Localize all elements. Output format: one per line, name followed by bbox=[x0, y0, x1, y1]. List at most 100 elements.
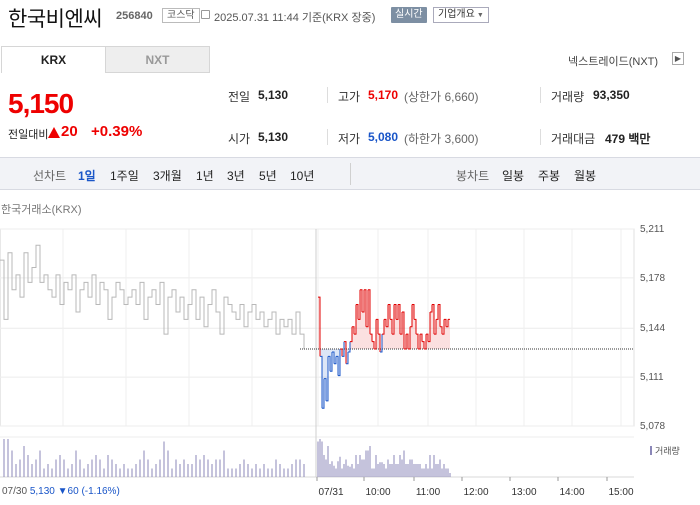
series-today-down bbox=[320, 355, 323, 409]
volume-value: 93,350 bbox=[593, 88, 630, 102]
trade-amount-value: 479 백만 bbox=[605, 132, 651, 146]
series-today-up bbox=[352, 326, 355, 335]
period-1d[interactable]: 1일 bbox=[78, 169, 96, 183]
fill-up bbox=[426, 334, 428, 349]
fill-up bbox=[410, 326, 412, 349]
up-triangle-icon bbox=[48, 127, 60, 138]
series-today-up bbox=[344, 341, 347, 364]
period-5y[interactable]: 5년 bbox=[259, 169, 277, 183]
series-today-up bbox=[374, 319, 377, 350]
series-today-up bbox=[400, 311, 403, 335]
low-label: 저가 bbox=[338, 132, 361, 146]
candle-monthly[interactable]: 월봉 bbox=[574, 169, 597, 183]
series-today-up bbox=[378, 333, 381, 352]
period-10y[interactable]: 10년 bbox=[290, 169, 315, 183]
series-today-up bbox=[360, 289, 363, 312]
series-today-up bbox=[398, 304, 401, 335]
company-info-button[interactable]: 기업개요 ▼ bbox=[433, 7, 489, 23]
fill-up bbox=[370, 334, 372, 349]
stock-code: 256840 bbox=[116, 10, 153, 22]
intraday-price-chart[interactable]: 5,211 5,178 5,144 5,111 5,078 07/31 10:00 11:0… bbox=[0, 215, 700, 505]
fill-up bbox=[352, 326, 354, 349]
fill-down bbox=[322, 348, 324, 409]
prev-close: 5,130 bbox=[29, 486, 55, 497]
fill-up bbox=[406, 334, 408, 349]
period-1w[interactable]: 1주일 bbox=[110, 169, 139, 183]
fill-up bbox=[438, 304, 440, 349]
stat-divider bbox=[327, 87, 328, 103]
fill-down bbox=[332, 348, 334, 352]
series-today-up bbox=[340, 348, 343, 357]
realtime-button[interactable]: 실시간 bbox=[391, 7, 427, 23]
volume-bars bbox=[3, 439, 451, 477]
fill-up bbox=[364, 289, 366, 349]
fill-up bbox=[354, 334, 356, 349]
chart-period-bar: 선차트 1일 1주일 3개월 1년 3년 5년 10년 봉차트 일봉 주봉 월봉 bbox=[0, 157, 700, 190]
stock-name: 한국비엔씨 bbox=[8, 8, 103, 31]
series-today-up bbox=[364, 289, 367, 327]
series-today-up bbox=[410, 304, 413, 328]
candle-weekly[interactable]: 주봉 bbox=[538, 169, 561, 183]
series-today-up bbox=[408, 326, 411, 350]
fill-up bbox=[368, 289, 370, 349]
series-today-up bbox=[354, 304, 357, 335]
fill-down bbox=[338, 348, 340, 376]
x-tick-label: 13:00 bbox=[511, 487, 536, 498]
fill-up bbox=[436, 319, 438, 349]
fill-up bbox=[412, 304, 414, 349]
nxt-link[interactable]: 넥스트레이드(NXT) bbox=[568, 56, 659, 68]
series-today-up bbox=[422, 341, 425, 349]
fill-down bbox=[328, 348, 330, 357]
fill-up bbox=[448, 319, 450, 349]
candle-daily[interactable]: 일봉 bbox=[502, 169, 525, 183]
stat-divider bbox=[540, 129, 541, 145]
series-today-down bbox=[332, 351, 335, 364]
fill-down bbox=[324, 348, 326, 379]
period-1y[interactable]: 1년 bbox=[196, 169, 214, 183]
series-today-up bbox=[368, 289, 371, 335]
fill-up bbox=[360, 289, 362, 349]
fill-down bbox=[342, 348, 344, 357]
period-3y[interactable]: 3년 bbox=[227, 169, 245, 183]
series-today-up bbox=[350, 326, 353, 343]
company-info-label: 기업개요 bbox=[438, 9, 475, 20]
series-today-up bbox=[362, 289, 365, 313]
series-today-down bbox=[328, 355, 331, 372]
series-today-up bbox=[416, 333, 419, 349]
series-today-down bbox=[336, 355, 339, 376]
volume-legend-label: 거래량 bbox=[655, 446, 680, 456]
fill-up bbox=[428, 341, 430, 349]
chart-source-label: 한국거래소(KRX) bbox=[1, 204, 82, 216]
fill-up bbox=[432, 304, 434, 349]
series-today-up bbox=[424, 334, 427, 350]
fill-up bbox=[344, 341, 346, 349]
chart-fills bbox=[318, 289, 450, 409]
fill-up bbox=[402, 311, 404, 349]
period-3m[interactable]: 3개월 bbox=[153, 169, 182, 183]
chart-lines bbox=[0, 244, 634, 409]
fill-up bbox=[444, 319, 446, 349]
series-today-down bbox=[338, 348, 341, 377]
fill-up bbox=[378, 334, 380, 349]
series-today-down bbox=[330, 351, 333, 372]
series-today-up bbox=[402, 311, 405, 349]
fill-down bbox=[320, 348, 322, 357]
y-axis-ticks: 5,211 5,178 5,144 5,111 5,078 bbox=[640, 224, 665, 432]
fill-up bbox=[396, 319, 398, 349]
series-today-down bbox=[380, 334, 383, 353]
tab-krx[interactable]: KRX bbox=[1, 46, 106, 73]
series-today-up bbox=[446, 319, 449, 328]
fill-up bbox=[376, 319, 378, 349]
fill-down bbox=[380, 348, 382, 352]
fill-up bbox=[416, 334, 418, 349]
prev-day-summary: 07/30 5,130 ▼60 (-1.16%) bbox=[2, 486, 120, 497]
tab-nxt[interactable]: NXT bbox=[105, 46, 210, 73]
prev-close-value: 5,130 bbox=[258, 88, 289, 102]
fill-down bbox=[348, 348, 350, 352]
fill-up bbox=[398, 304, 400, 349]
fill-up bbox=[422, 341, 424, 349]
chevron-right-icon[interactable]: ▶ bbox=[672, 52, 684, 65]
series-today-up bbox=[404, 334, 407, 350]
high-value: 5,170 bbox=[368, 88, 399, 102]
plot-border bbox=[0, 228, 635, 427]
